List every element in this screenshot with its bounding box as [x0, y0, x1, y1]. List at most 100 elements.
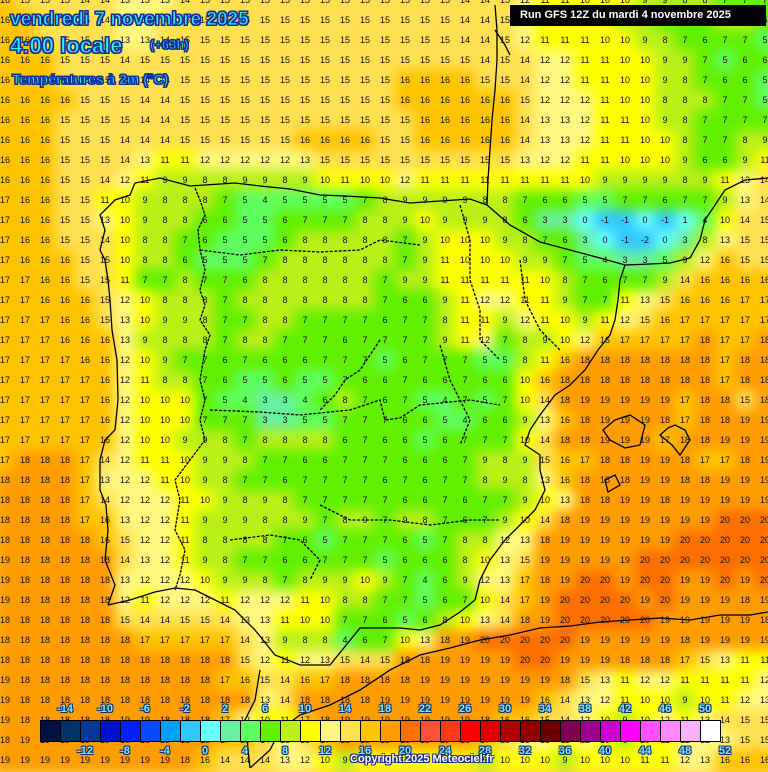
temperature-value: 15: [99, 275, 110, 285]
temperature-value: 12: [259, 155, 270, 165]
temperature-value: 10: [379, 175, 390, 185]
temperature-value: 19: [79, 755, 90, 765]
temperature-value: 9: [662, 175, 668, 185]
legend-swatch: [81, 721, 101, 741]
temperature-value: 9: [662, 0, 668, 5]
temperature-value: 17: [699, 315, 710, 325]
temperature-value: 16: [439, 75, 450, 85]
temperature-value: 10: [459, 255, 470, 265]
temperature-value: 3: [682, 235, 688, 245]
temperature-value: 18: [59, 615, 70, 625]
temperature-value: 7: [322, 555, 328, 565]
temperature-value: 13: [119, 575, 130, 585]
temperature-value: 15: [499, 55, 510, 65]
temperature-value: 15: [99, 75, 110, 85]
temperature-value: 7: [622, 275, 628, 285]
legend-label-top: 22: [418, 703, 432, 715]
temperature-value: 9: [522, 415, 528, 425]
temperature-value: 11: [120, 275, 130, 285]
temperature-value: 8: [362, 295, 368, 305]
temperature-value: 13: [539, 475, 550, 485]
temperature-value: 16: [719, 295, 730, 305]
legend-swatch: [381, 721, 401, 741]
temperature-value: 17: [19, 435, 30, 445]
temperature-value: 12: [199, 155, 210, 165]
temperature-value: 6: [262, 355, 268, 365]
temperature-value: 14: [359, 655, 370, 665]
temperature-value: 9: [422, 275, 428, 285]
temperature-value: 15: [339, 55, 350, 65]
temperature-value: 11: [480, 175, 490, 185]
temperature-value: 7: [382, 495, 388, 505]
temperature-value: 7: [342, 355, 348, 365]
temperature-value: 19: [579, 655, 590, 665]
temperature-value: 18: [39, 515, 50, 525]
temperature-value: 5: [762, 95, 768, 105]
temperature-value: 19: [719, 475, 730, 485]
temperature-value: 15: [739, 735, 750, 745]
temperature-value: 7: [382, 295, 388, 305]
temperature-value: 13: [239, 615, 250, 625]
temperature-value: 17: [0, 275, 10, 285]
temperature-value: 8: [262, 515, 268, 525]
forecast-time: 4:00 locale: [10, 33, 124, 59]
temperature-value: 18: [579, 495, 590, 505]
temperature-value: 18: [19, 655, 30, 665]
temperature-value: 19: [719, 615, 730, 625]
temperature-value: 8: [442, 615, 448, 625]
temperature-value: 13: [159, 0, 170, 5]
temperature-value: 9: [422, 235, 428, 245]
temperature-value: 16: [59, 335, 70, 345]
temperature-value: 7: [742, 0, 748, 5]
temperature-value: 15: [239, 0, 250, 5]
temperature-value: 11: [100, 195, 110, 205]
temperature-value: 8: [502, 215, 508, 225]
legend-swatch: [621, 721, 641, 741]
temperature-value: 12: [139, 515, 150, 525]
temperature-value: 19: [499, 675, 510, 685]
legend-swatch: [221, 721, 241, 741]
temperature-value: 12: [159, 535, 170, 545]
temperature-value: 18: [679, 475, 690, 485]
legend-label-top: 2: [221, 703, 229, 715]
temperature-value: 18: [59, 635, 70, 645]
temperature-value: 19: [759, 595, 768, 605]
temperature-value: 19: [739, 575, 750, 585]
temperature-value: 7: [742, 115, 748, 125]
temperature-value: 18: [0, 655, 10, 665]
temperature-value: 17: [59, 395, 70, 405]
temperature-value: 15: [239, 75, 250, 85]
temperature-value: 3: [582, 235, 588, 245]
temperature-value: 7: [642, 195, 648, 205]
temperature-value: 8: [462, 535, 468, 545]
temperature-value: 16: [539, 375, 550, 385]
temperature-value: 10: [599, 755, 610, 765]
temperature-value: 15: [199, 135, 210, 145]
temperature-value: 9: [402, 515, 408, 525]
temperature-value: 12: [539, 75, 550, 85]
temperature-value: 19: [59, 755, 70, 765]
temperature-value: 13: [139, 15, 150, 25]
temperature-value: 7: [342, 615, 348, 625]
temperature-value: 9: [182, 315, 188, 325]
temperature-value: 16: [19, 175, 30, 185]
temperature-value: 11: [180, 515, 190, 525]
temperature-value: 7: [322, 475, 328, 485]
temperature-value: 8: [282, 315, 288, 325]
temperature-value: 16: [0, 35, 10, 45]
temperature-value: 5: [502, 355, 508, 365]
temperature-value: 15: [119, 115, 130, 125]
temperature-value: 18: [599, 355, 610, 365]
temperature-value: 9: [182, 175, 188, 185]
temperature-value: 15: [59, 15, 70, 25]
temperature-value: 8: [162, 235, 168, 245]
temperature-value: 14: [139, 75, 150, 85]
temperature-value: 7: [242, 315, 248, 325]
temperature-value: 9: [762, 135, 768, 145]
temperature-value: 16: [299, 135, 310, 145]
temperature-value: 6: [282, 475, 288, 485]
temperature-value: 7: [502, 335, 508, 345]
temperature-value: 8: [342, 295, 348, 305]
temperature-value: 8: [202, 335, 208, 345]
temperature-value: 13: [599, 675, 610, 685]
